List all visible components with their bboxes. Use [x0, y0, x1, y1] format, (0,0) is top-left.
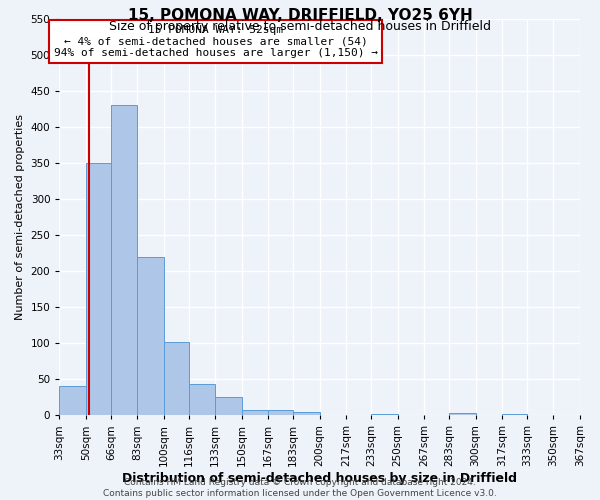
Bar [137, 257, 164, 416]
X-axis label: Distribution of semi-detached houses by size in Driffield: Distribution of semi-detached houses by … [122, 472, 517, 485]
Bar [164, 342, 189, 415]
Bar [215, 398, 242, 415]
Bar [189, 384, 215, 416]
Bar [111, 106, 137, 416]
Text: Contains HM Land Registry data © Crown copyright and database right 2024.
Contai: Contains HM Land Registry data © Crown c… [103, 478, 497, 498]
Bar [268, 410, 293, 416]
Text: Size of property relative to semi-detached houses in Driffield: Size of property relative to semi-detach… [109, 20, 491, 33]
Text: 15, POMONA WAY, DRIFFIELD, YO25 6YH: 15, POMONA WAY, DRIFFIELD, YO25 6YH [128, 8, 472, 22]
Y-axis label: Number of semi-detached properties: Number of semi-detached properties [15, 114, 25, 320]
Bar [449, 413, 476, 416]
Text: 15 POMONA WAY: 52sqm
← 4% of semi-detached houses are smaller (54)
94% of semi-d: 15 POMONA WAY: 52sqm ← 4% of semi-detach… [53, 25, 377, 58]
Bar [242, 410, 268, 416]
Bar [502, 414, 527, 416]
Bar [86, 163, 111, 415]
Bar [371, 414, 398, 416]
Bar [59, 386, 86, 416]
Bar [293, 412, 320, 416]
